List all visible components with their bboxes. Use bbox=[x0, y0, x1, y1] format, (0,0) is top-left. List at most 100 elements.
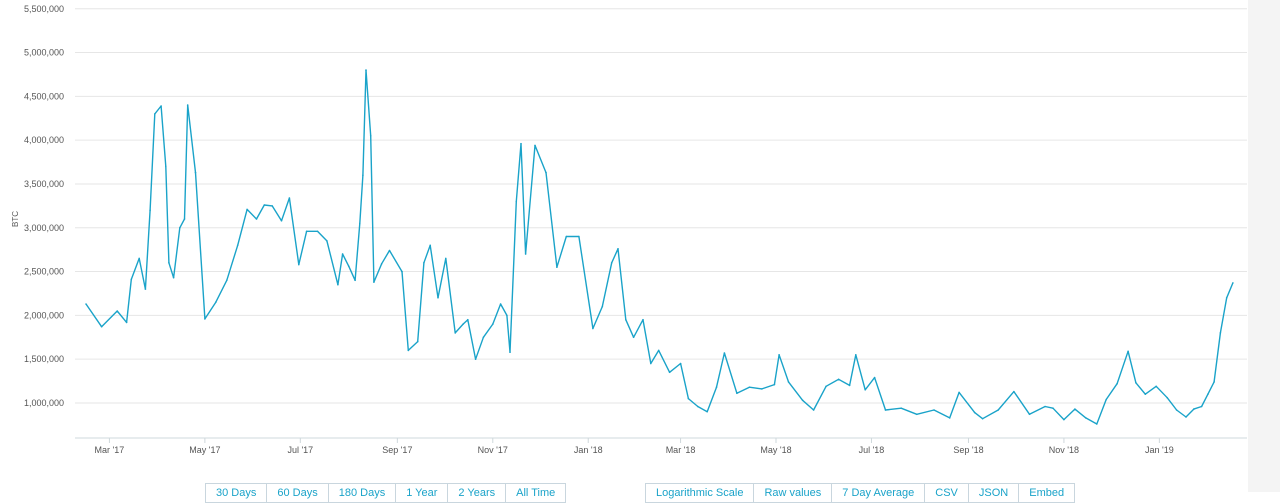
data-point bbox=[341, 253, 344, 255]
embed-button[interactable]: Embed bbox=[1018, 483, 1076, 503]
data-point bbox=[509, 351, 511, 354]
data-point bbox=[812, 409, 815, 411]
data-point bbox=[130, 278, 133, 281]
data-point bbox=[801, 399, 804, 402]
data-point bbox=[973, 411, 976, 414]
data-point bbox=[271, 205, 274, 207]
data-point bbox=[186, 104, 189, 106]
data-point bbox=[369, 135, 372, 137]
data-point bbox=[1193, 408, 1195, 410]
data-point bbox=[1044, 405, 1046, 408]
x-tick-label: Jan '19 bbox=[1145, 445, 1174, 455]
data-point bbox=[884, 409, 887, 411]
data-point bbox=[873, 376, 876, 379]
data-point bbox=[1074, 408, 1076, 410]
data-point bbox=[1213, 381, 1215, 383]
option-button-group: Logarithmic Scale Raw values 7 Day Avera… bbox=[645, 483, 1076, 503]
x-tick-label: May '17 bbox=[189, 445, 220, 455]
data-point bbox=[1207, 393, 1209, 396]
data-point bbox=[1144, 393, 1147, 396]
range-button-180-days[interactable]: 180 Days bbox=[327, 483, 396, 503]
csv-button[interactable]: CSV bbox=[924, 483, 968, 503]
data-point bbox=[578, 235, 580, 238]
range-button-all-time[interactable]: All Time bbox=[505, 483, 567, 503]
data-point bbox=[697, 405, 699, 408]
data-point bbox=[326, 240, 328, 242]
data-point bbox=[610, 262, 613, 264]
data-point bbox=[316, 230, 319, 233]
data-point bbox=[160, 105, 162, 107]
data-point bbox=[848, 384, 851, 387]
data-point bbox=[1175, 409, 1178, 411]
data-point bbox=[246, 208, 248, 211]
data-point bbox=[365, 69, 367, 71]
data-point bbox=[183, 218, 186, 220]
data-point bbox=[407, 349, 410, 352]
data-point bbox=[125, 321, 128, 324]
range-button-2-years[interactable]: 2 Years bbox=[447, 483, 506, 503]
data-point bbox=[1096, 423, 1098, 425]
data-point bbox=[429, 244, 432, 247]
data-point bbox=[657, 349, 660, 352]
data-point bbox=[116, 310, 118, 312]
data-point bbox=[263, 204, 266, 206]
data-point bbox=[545, 171, 547, 174]
x-tick-label: Jan '18 bbox=[574, 445, 603, 455]
data-point bbox=[462, 323, 464, 325]
data-point bbox=[380, 262, 383, 265]
x-tick-label: Jul '17 bbox=[287, 445, 313, 455]
y-tick-label: 2,000,000 bbox=[24, 310, 64, 320]
data-point bbox=[687, 397, 690, 400]
line-chart: 1,000,000 1,500,000 2,000,000 2,500,000 3,00… bbox=[11, 4, 1247, 455]
range-button-60-days[interactable]: 60 Days bbox=[266, 483, 328, 503]
json-button[interactable]: JSON bbox=[967, 483, 1019, 503]
log-scale-button[interactable]: Logarithmic Scale bbox=[645, 483, 754, 503]
data-point bbox=[1052, 407, 1054, 410]
data-point bbox=[373, 281, 375, 283]
data-point bbox=[1185, 416, 1187, 418]
scrollbar[interactable] bbox=[1248, 0, 1280, 492]
data-point bbox=[592, 327, 594, 330]
x-axis-ticks: Mar '17 May '17 Jul '17 Sep '17 Nov '17 Jan '… bbox=[95, 438, 1174, 455]
data-points bbox=[85, 69, 1234, 425]
data-point bbox=[499, 303, 502, 305]
data-point bbox=[958, 391, 960, 394]
x-tick-label: Nov '18 bbox=[1049, 445, 1079, 455]
data-point bbox=[138, 257, 140, 260]
data-point bbox=[445, 257, 447, 260]
x-tick-label: Sep '17 bbox=[382, 445, 412, 455]
data-point bbox=[305, 230, 308, 233]
data-point bbox=[761, 388, 763, 390]
data-point bbox=[388, 249, 391, 252]
y-tick-label: 5,500,000 bbox=[24, 4, 64, 14]
data-point bbox=[668, 371, 671, 374]
data-point bbox=[154, 113, 156, 115]
data-point bbox=[773, 383, 776, 386]
raw-values-button[interactable]: Raw values bbox=[753, 483, 832, 503]
data-point bbox=[864, 389, 866, 391]
data-point bbox=[362, 174, 364, 176]
data-point bbox=[1135, 382, 1137, 384]
data-point bbox=[467, 318, 469, 321]
data-point bbox=[100, 325, 103, 328]
data-point bbox=[348, 265, 350, 268]
data-point bbox=[515, 200, 518, 203]
data-point bbox=[916, 413, 918, 416]
y-axis-ticks: 1,000,000 1,500,000 2,000,000 2,500,000 3,00… bbox=[24, 4, 64, 408]
data-point bbox=[337, 283, 339, 286]
data-point bbox=[601, 305, 604, 308]
seven-day-average-button[interactable]: 7 Day Average bbox=[831, 483, 925, 503]
x-tick-label: Mar '18 bbox=[666, 445, 696, 455]
data-point bbox=[981, 417, 984, 420]
data-point bbox=[715, 386, 718, 389]
range-button-30-days[interactable]: 30 Days bbox=[205, 483, 267, 503]
data-point bbox=[85, 303, 87, 305]
range-button-1-year[interactable]: 1 Year bbox=[395, 483, 448, 503]
data-point bbox=[255, 218, 258, 220]
data-point bbox=[280, 220, 283, 222]
data-point bbox=[948, 417, 951, 419]
data-point bbox=[787, 381, 790, 383]
data-point bbox=[179, 227, 181, 229]
y-tick-label: 1,500,000 bbox=[24, 354, 64, 364]
y-tick-label: 4,000,000 bbox=[24, 135, 64, 145]
